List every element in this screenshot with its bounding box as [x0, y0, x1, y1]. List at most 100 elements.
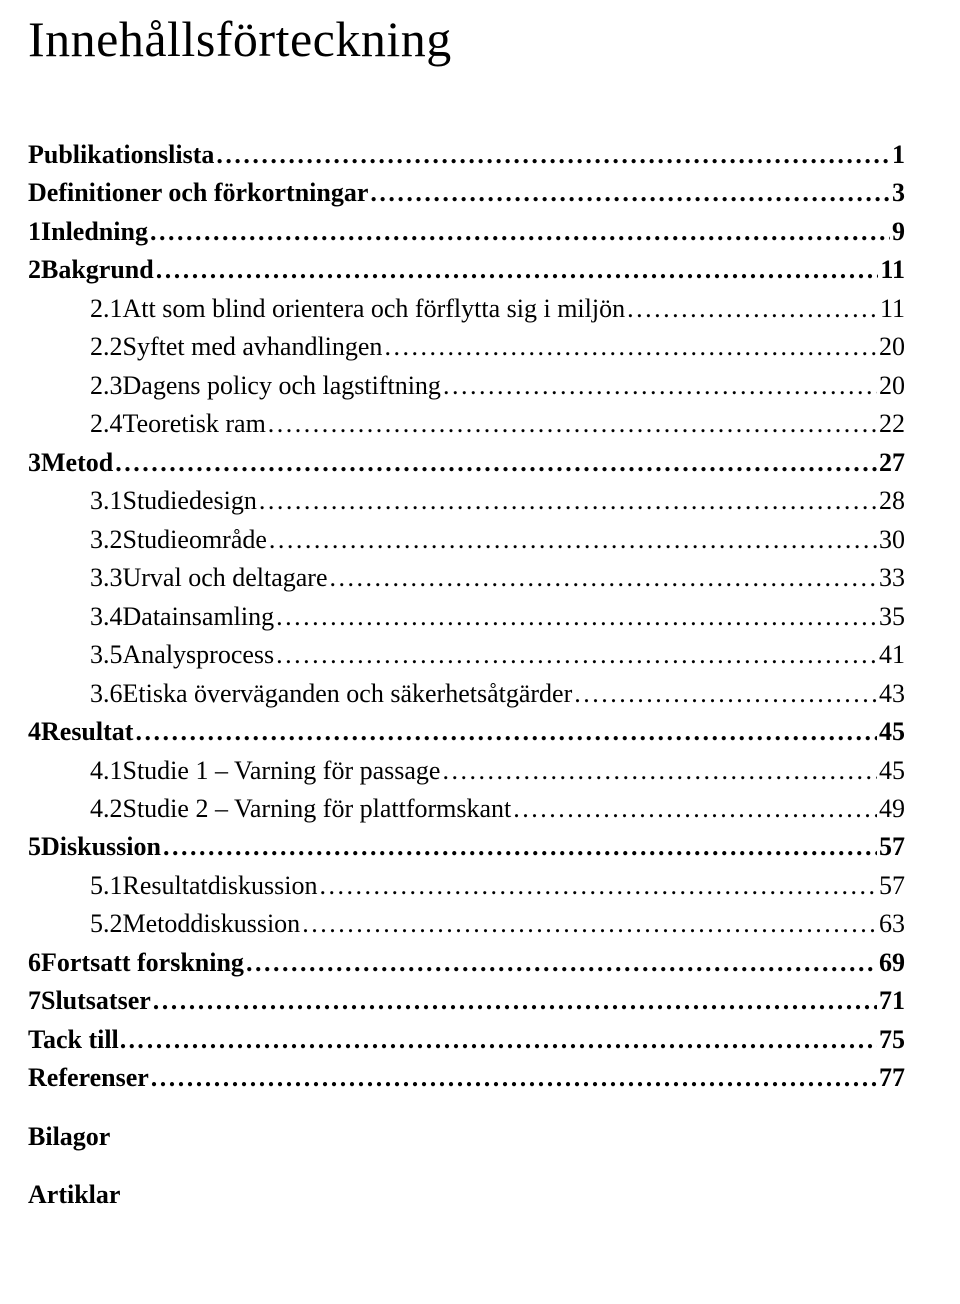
toc-entry-number: 2.2 — [90, 328, 123, 366]
toc-entry-page: 75 — [879, 1021, 905, 1059]
toc-entry-label: Definitioner och förkortningar — [28, 174, 368, 212]
toc-leader-dots: ........................................… — [370, 174, 890, 212]
toc-leader-dots: ........................................… — [216, 136, 890, 174]
toc-entry-page: 45 — [879, 752, 905, 790]
toc-entry-page: 69 — [879, 944, 905, 982]
toc-entry: 1Inledning..............................… — [28, 213, 905, 251]
toc-entry-label: Att som blind orientera och förflytta si… — [123, 290, 626, 328]
toc-leader-dots: ........................................… — [443, 367, 877, 405]
toc-entry-number: 3.2 — [90, 521, 123, 559]
toc-entry-page: 45 — [879, 713, 905, 751]
toc-leader-dots: ........................................… — [259, 482, 877, 520]
toc-entry-number: 3 — [28, 444, 41, 482]
toc-entry-page: 30 — [879, 521, 905, 559]
toc-leader-dots: ........................................… — [163, 828, 877, 866]
toc-entry-page: 9 — [892, 213, 905, 251]
toc-entry-label: Slutsatser — [41, 982, 151, 1020]
toc-leader-dots: ........................................… — [115, 444, 877, 482]
toc-entry-label: Studie 2 – Varning för plattformskant — [123, 790, 512, 828]
toc-leader-dots: ........................................… — [151, 1059, 877, 1097]
toc-entry-label: Datainsamling — [123, 598, 275, 636]
toc-entry-page: 33 — [879, 559, 905, 597]
toc-leader-dots: ........................................… — [627, 290, 878, 328]
toc-entry-number: 3.3 — [90, 559, 123, 597]
toc-entry: 5.1Resultatdiskussion...................… — [28, 867, 905, 905]
toc-entry-label: Dagens policy och lagstiftning — [123, 367, 441, 405]
toc-entry: 4Resultat...............................… — [28, 713, 905, 751]
toc-entry-label: Metoddiskussion — [123, 905, 301, 943]
toc-entry-number: 3.5 — [90, 636, 123, 674]
toc-leader-dots: ........................................… — [330, 559, 877, 597]
toc-entry-number: 4.2 — [90, 790, 123, 828]
toc-entry-page: 27 — [879, 444, 905, 482]
toc-entry-page: 57 — [879, 828, 905, 866]
toc-entry-number: 5.1 — [90, 867, 123, 905]
toc-entry: 4.2Studie 2 – Varning för plattformskant… — [28, 790, 905, 828]
toc-entry-label: Resultat — [41, 713, 133, 751]
table-of-contents: Publikationslista.......................… — [28, 136, 905, 1215]
toc-entry: Publikationslista.......................… — [28, 136, 905, 174]
toc-entry-label: Fortsatt forskning — [41, 944, 244, 982]
toc-leader-dots: ........................................… — [513, 790, 877, 828]
toc-entry: 4.1Studie 1 – Varning för passage.......… — [28, 752, 905, 790]
toc-entry: 2.1Att som blind orientera och förflytta… — [28, 290, 905, 328]
toc-entry: 3.3Urval och deltagare..................… — [28, 559, 905, 597]
page-title: Innehållsförteckning — [28, 10, 905, 68]
toc-entry-label: Artiklar — [28, 1176, 120, 1214]
toc-entry: 7Slutsatser.............................… — [28, 982, 905, 1020]
toc-entry-label: Resultatdiskussion — [123, 867, 318, 905]
toc-leader-dots: ........................................… — [442, 752, 877, 790]
toc-entry-number: 4.1 — [90, 752, 123, 790]
toc-entry-label: Metod — [41, 444, 113, 482]
toc-entry-page: 20 — [879, 367, 905, 405]
toc-entry: 3.2Studieområde.........................… — [28, 521, 905, 559]
toc-entry-number: 2.1 — [90, 290, 123, 328]
toc-entry: 5Diskussion.............................… — [28, 828, 905, 866]
toc-entry-label: Syftet med avhandlingen — [123, 328, 383, 366]
toc-entry: 3.6Etiska överväganden och säkerhetsåtgä… — [28, 675, 905, 713]
toc-entry-label: Analysprocess — [123, 636, 275, 674]
toc-entry-page: 71 — [879, 982, 905, 1020]
toc-entry-label: Inledning — [41, 213, 148, 251]
toc-leader-dots: ........................................… — [574, 675, 877, 713]
toc-entry-page: 63 — [879, 905, 905, 943]
toc-entry-label: Studie 1 – Varning för passage — [123, 752, 441, 790]
toc-entry: 6Fortsatt forskning.....................… — [28, 944, 905, 982]
toc-entry-page: 1 — [892, 136, 905, 174]
toc-leader-dots: ........................................… — [153, 982, 877, 1020]
toc-entry-label: Tack till… — [28, 1021, 145, 1059]
toc-entry-page: 11 — [880, 290, 905, 328]
toc-entry-number: 2.4 — [90, 405, 123, 443]
toc-entry-label: Publikationslista — [28, 136, 214, 174]
toc-entry-page: 43 — [879, 675, 905, 713]
toc-entry-page: 28 — [879, 482, 905, 520]
toc-entry-number: 5 — [28, 828, 41, 866]
toc-entry-label: Urval och deltagare — [123, 559, 328, 597]
toc-leader-dots: ........................................… — [276, 636, 877, 674]
toc-entry: 5.2Metoddiskussion......................… — [28, 905, 905, 943]
toc-entry-number: 6 — [28, 944, 41, 982]
toc-entry-number: 2.3 — [90, 367, 123, 405]
toc-leader-dots: ........................................… — [302, 905, 877, 943]
toc-entry-label: Bilagor — [28, 1118, 110, 1156]
toc-leader-dots: ........................................… — [320, 867, 877, 905]
toc-entry: Bilagor.................................… — [28, 1118, 905, 1156]
toc-entry-label: Bakgrund — [41, 251, 154, 289]
toc-entry: 3.4Datainsamling........................… — [28, 598, 905, 636]
toc-entry-label: Referenser — [28, 1059, 149, 1097]
toc-entry-label: Teoretisk ram — [123, 405, 266, 443]
toc-leader-dots: ........................................… — [276, 598, 877, 636]
toc-leader-dots: ........................................… — [268, 405, 877, 443]
toc-entry-number: 3.6 — [90, 675, 123, 713]
toc-entry: 2.3Dagens policy och lagstiftning.......… — [28, 367, 905, 405]
toc-entry: 3.5Analysprocess........................… — [28, 636, 905, 674]
toc-entry-page: 77 — [879, 1059, 905, 1097]
toc-leader-dots: ........................................… — [156, 251, 879, 289]
toc-entry-label: Diskussion — [41, 828, 161, 866]
toc-leader-dots: ........................................… — [269, 521, 877, 559]
toc-entry-page: 3 — [892, 174, 905, 212]
toc-entry-number: 3.4 — [90, 598, 123, 636]
toc-entry-page: 11 — [880, 251, 905, 289]
toc-entry-number: 3.1 — [90, 482, 123, 520]
toc-entry-number: 7 — [28, 982, 41, 1020]
